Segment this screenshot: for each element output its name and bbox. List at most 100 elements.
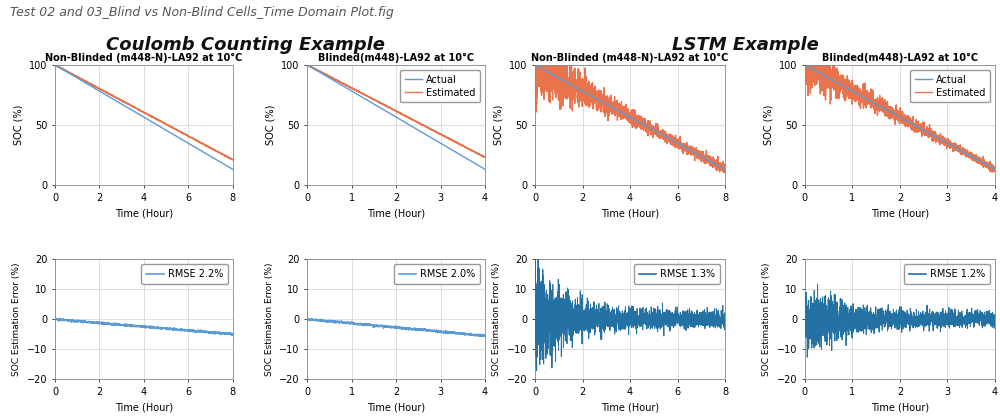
Actual [539,68,551,73]
Actual [388,113,400,118]
Estimated [886,115,898,120]
Estimated [799,78,811,83]
Estimated [49,62,61,67]
Estimated [989,167,1000,172]
Y-axis label: SOC Estimation Error (%): SOC Estimation Error (%) [492,262,501,376]
Estimated [301,62,313,67]
Actual [479,167,491,172]
Estimated [301,62,313,67]
Estimated [891,113,903,118]
Actual [221,164,233,169]
Y-axis label: SOC (%): SOC (%) [266,105,276,145]
Y-axis label: SOC (%): SOC (%) [763,105,773,145]
X-axis label: Time (Hour): Time (Hour) [115,208,173,218]
Line: Actual: Actual [55,65,233,169]
Actual [891,113,903,118]
Estimated [479,155,491,160]
Actual [886,110,898,115]
Line: Estimated: Estimated [805,59,995,172]
X-axis label: Time (Hour): Time (Hour) [871,402,929,412]
Actual [679,145,691,150]
Estimated [474,152,486,157]
Line: Actual: Actual [805,65,995,169]
Estimated [58,67,70,72]
Estimated [474,152,486,157]
Actual [616,110,628,115]
Y-axis label: SOC Estimation Error (%): SOC Estimation Error (%) [762,262,771,376]
Estimated [135,109,147,114]
Line: Actual: Actual [535,65,725,169]
X-axis label: Time (Hour): Time (Hour) [871,208,929,218]
Y-axis label: SOC (%): SOC (%) [493,105,503,145]
Line: Actual: Actual [307,65,485,169]
Line: Estimated: Estimated [535,59,725,173]
Actual [719,167,731,172]
Legend: Actual, Estimated: Actual, Estimated [400,70,480,102]
Actual [310,68,322,73]
Estimated [383,105,395,110]
Legend: RMSE 2.2%: RMSE 2.2% [141,264,228,284]
Actual [131,110,143,115]
Estimated [441,135,453,140]
X-axis label: Time (Hour): Time (Hour) [601,208,659,218]
Actual [529,62,541,67]
Actual [227,167,239,172]
Actual [383,110,395,115]
Actual [989,167,1000,172]
Actual [621,113,633,118]
Legend: RMSE 1.2%: RMSE 1.2% [904,264,990,284]
Actual [799,62,811,67]
Estimated [809,83,821,88]
Actual [474,164,486,169]
Legend: Actual, Estimated: Actual, Estimated [910,70,990,102]
Actual [713,164,725,169]
Estimated [949,146,961,151]
Estimated [310,67,322,72]
Actual [474,164,486,169]
Estimated [799,57,811,62]
Actual [983,164,995,169]
Line: Estimated: Estimated [55,65,233,160]
Title: Blinded(m448)-LA92 at 10°C: Blinded(m448)-LA92 at 10°C [822,53,978,63]
Actual [714,164,726,169]
Title: Non-Blinded (m448-N)-LA92 at 10°C: Non-Blinded (m448-N)-LA92 at 10°C [531,53,729,63]
Text: Test 02 and 03_Blind vs Non-Blind Cells_Time Domain Plot.fig: Test 02 and 03_Blind vs Non-Blind Cells_… [10,6,394,19]
Estimated [714,170,726,175]
Estimated [189,137,201,142]
Actual [135,113,147,118]
Actual [809,68,821,73]
Estimated [479,155,491,160]
Estimated [984,164,996,169]
Estimated [616,108,628,113]
Actual [58,68,70,73]
Estimated [222,155,234,160]
X-axis label: Time (Hour): Time (Hour) [367,208,425,218]
Line: Estimated: Estimated [307,65,485,158]
Estimated [222,155,234,160]
Estimated [49,62,61,67]
Estimated [983,166,995,171]
Estimated [539,70,551,75]
Estimated [622,114,634,119]
Actual [441,145,453,150]
Estimated [719,164,731,169]
Actual [983,164,995,169]
X-axis label: Time (Hour): Time (Hour) [601,402,659,412]
Actual [222,164,234,169]
X-axis label: Time (Hour): Time (Hour) [115,402,173,412]
Y-axis label: SOC Estimation Error (%): SOC Estimation Error (%) [265,262,274,376]
Estimated [679,146,691,151]
Estimated [227,158,239,163]
Estimated [227,157,239,162]
Estimated [131,106,143,111]
Text: LSTM Example: LSTM Example [672,36,818,54]
Actual [301,62,313,67]
Y-axis label: SOC (%): SOC (%) [13,105,23,145]
Actual [49,62,61,67]
Text: Coulomb Counting Example: Coulomb Counting Example [106,36,384,54]
Estimated [718,170,730,175]
Estimated [714,164,726,169]
Actual [949,145,961,150]
X-axis label: Time (Hour): Time (Hour) [367,402,425,412]
Title: Blinded(m448)-LA92 at 10°C: Blinded(m448)-LA92 at 10°C [318,53,474,63]
